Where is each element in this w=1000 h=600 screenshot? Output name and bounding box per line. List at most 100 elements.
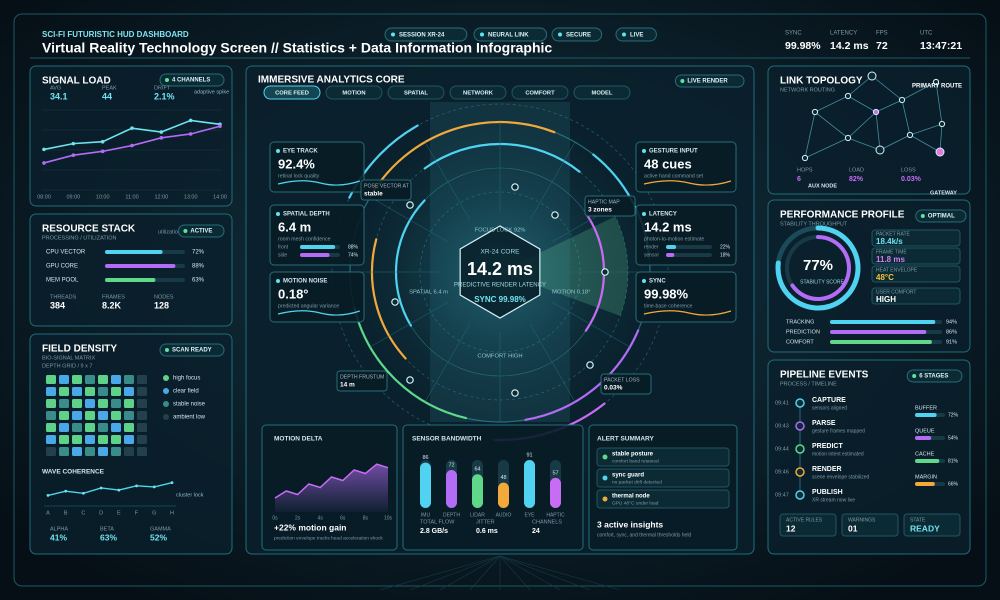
tab-label[interactable]: NETWORK xyxy=(463,91,494,97)
grid-cell xyxy=(124,411,134,420)
event-dot xyxy=(795,421,805,431)
card-value: 6.4 m xyxy=(278,219,311,234)
tab-label[interactable]: CORE FEED xyxy=(275,91,309,97)
x-tick-label: G xyxy=(152,510,156,516)
callout-label: PACKET LOSS xyxy=(604,377,640,383)
tab[interactable] xyxy=(263,85,321,100)
grid-cell xyxy=(98,435,108,444)
card-label: MOTION NOISE xyxy=(283,279,327,285)
bar xyxy=(472,474,483,508)
badge-dot xyxy=(183,229,188,233)
metric-card xyxy=(269,141,365,193)
grid-cell xyxy=(98,447,108,456)
x-tick-label: 2s xyxy=(295,515,301,521)
point xyxy=(188,132,193,136)
bar xyxy=(666,253,675,257)
grid-cell xyxy=(124,423,134,432)
value-label: 88% xyxy=(348,244,359,250)
panel-title: PIPELINE EVENTS xyxy=(780,370,869,381)
tab[interactable] xyxy=(387,85,445,100)
grid-cell xyxy=(46,447,56,456)
grid-cell xyxy=(46,375,56,384)
stat-label: USER COMFORT xyxy=(876,289,916,295)
tab-label[interactable]: MODEL xyxy=(592,91,613,97)
grid-cell xyxy=(111,375,121,384)
callout-label: DEPTH FRUSTUM xyxy=(340,374,384,380)
spoke xyxy=(369,196,449,243)
card-sub: predicted angular variance xyxy=(278,303,339,309)
wedge xyxy=(500,216,628,316)
stat-value: 34.1 xyxy=(50,91,68,101)
card-sub: time-base coherence xyxy=(644,303,693,309)
note: prediction envelope tracks head accelera… xyxy=(274,535,383,541)
stat-value: 44 xyxy=(102,91,112,101)
callout xyxy=(600,373,652,395)
ring-label: FOCUS LOCK 92% xyxy=(475,228,526,234)
grid-cell xyxy=(124,399,134,408)
point xyxy=(71,141,76,146)
tab-label[interactable]: COMFORT xyxy=(525,91,555,97)
link xyxy=(935,81,943,125)
header-stat-label: LATENCY xyxy=(830,31,857,37)
legend-label: ambient low xyxy=(173,415,206,421)
card-value: 14.2 ms xyxy=(644,219,692,234)
alert-dot xyxy=(602,496,608,502)
card-dot xyxy=(276,212,280,216)
stat-value: 8.2K xyxy=(102,300,122,310)
badge xyxy=(177,224,225,238)
tab[interactable] xyxy=(449,85,507,100)
stat-label: BETA xyxy=(100,526,114,532)
x-tick-label: 6s xyxy=(340,515,346,521)
tab[interactable] xyxy=(511,85,569,100)
node xyxy=(906,131,914,139)
panel-subtitle: NETWORK ROUTING xyxy=(780,87,835,93)
grid-cell xyxy=(85,387,95,396)
x-tick-label: F xyxy=(135,510,139,516)
panel-subtitle: PROCESS / TIMELINE xyxy=(780,381,837,387)
panel xyxy=(767,359,971,555)
sparkline xyxy=(643,310,732,316)
x-tick-label: 10:00 xyxy=(96,194,110,200)
event-name: RENDER xyxy=(812,466,842,473)
node xyxy=(406,201,414,209)
point xyxy=(130,143,134,148)
panel-title: SIGNAL LOAD xyxy=(42,76,111,87)
floor-line xyxy=(499,555,561,591)
tab-label[interactable]: SPATIAL xyxy=(404,91,428,97)
event-text: XR stream now live xyxy=(812,497,855,503)
core-sub: PREDICTIVE RENDER LATENCY xyxy=(454,283,546,289)
value-label: 72% xyxy=(192,250,205,256)
badge xyxy=(915,209,967,223)
badge xyxy=(159,73,225,87)
stat-value: 0.03% xyxy=(901,176,922,183)
bar xyxy=(105,278,156,282)
tab[interactable] xyxy=(573,85,631,100)
card-sub: retinal lock quality xyxy=(278,173,320,179)
event-dot xyxy=(795,467,805,477)
value-label: 91% xyxy=(946,339,957,345)
bar xyxy=(498,482,509,508)
grid-cell xyxy=(85,375,95,384)
callout-value: stable xyxy=(364,191,383,198)
tab-label[interactable]: MOTION xyxy=(342,91,365,97)
stat-value: 384 xyxy=(50,300,65,310)
node xyxy=(875,145,885,155)
chip-label: SECURE xyxy=(566,33,591,39)
grid-cell xyxy=(59,423,69,432)
floor-line xyxy=(499,555,621,591)
ring-label: COMFORT HIGH xyxy=(477,354,522,360)
bar xyxy=(915,413,937,417)
x-tick-label: EYE xyxy=(524,512,535,518)
stat-value: 2.8 GB/s xyxy=(420,528,448,535)
callout xyxy=(360,179,412,201)
legend-dot xyxy=(163,375,169,381)
bar-label: sensor xyxy=(644,252,659,258)
event-text: motion intent estimated xyxy=(812,451,864,457)
grid-cell xyxy=(59,435,69,444)
badge-dot xyxy=(165,348,169,352)
stat-box xyxy=(841,513,899,537)
tab[interactable] xyxy=(325,85,383,100)
bar xyxy=(666,245,677,249)
grid-cell xyxy=(85,435,95,444)
ring-label: SPATIAL 6.4 m xyxy=(409,290,448,296)
